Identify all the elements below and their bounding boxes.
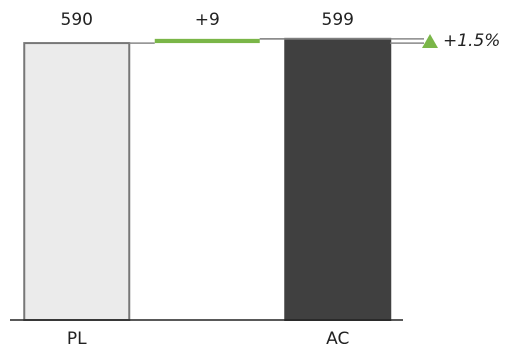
category-label: AC bbox=[326, 329, 349, 349]
value-label: +9 bbox=[195, 10, 220, 30]
value-label: 590 bbox=[61, 10, 93, 30]
value-label: 599 bbox=[322, 10, 354, 30]
category-label: PL bbox=[67, 329, 87, 349]
delta-bar bbox=[154, 38, 260, 44]
bar bbox=[284, 37, 392, 322]
delta-marker bbox=[422, 33, 438, 48]
bar bbox=[23, 42, 131, 321]
delta-percent: +1.5% bbox=[443, 31, 500, 51]
